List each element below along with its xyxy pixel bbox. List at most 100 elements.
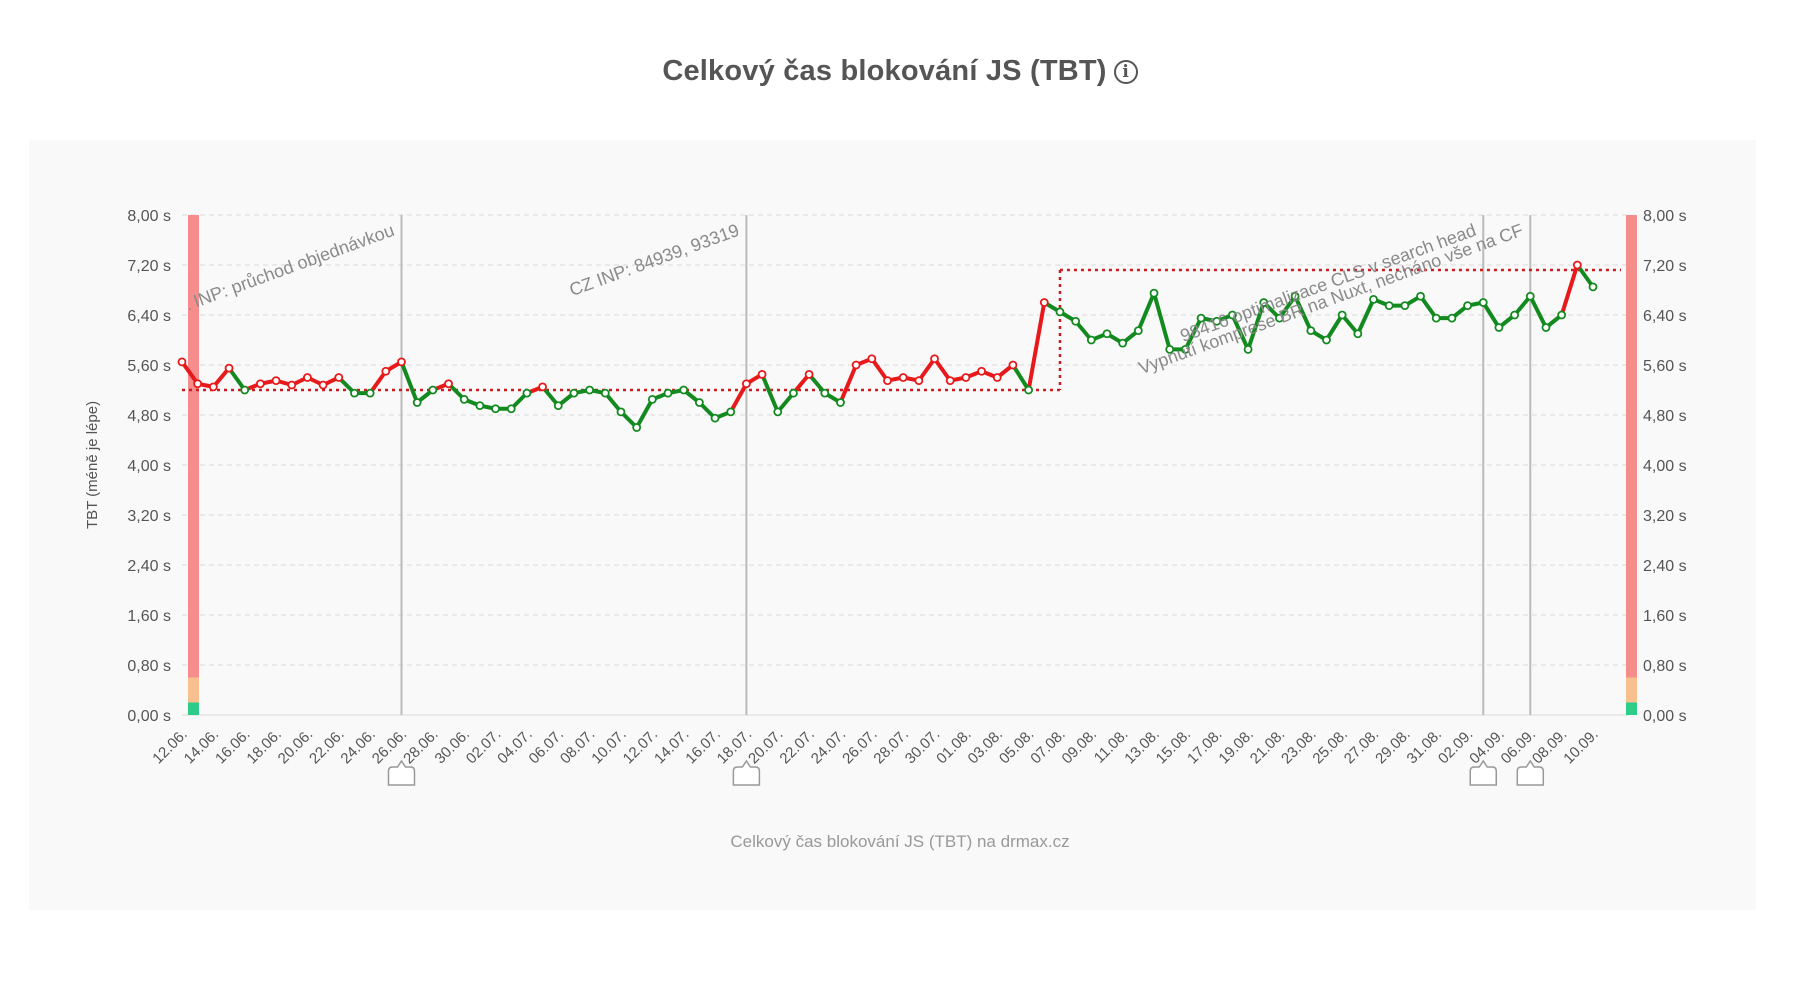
x-tick-label: 20.07. — [745, 726, 787, 768]
series-line-segment — [760, 372, 780, 414]
data-point — [616, 407, 626, 417]
tbt-line-chart: 0,00 s 0,00 s 0,80 s 0,80 s 1,60 s 1,60 s 2,40… — [84, 208, 1687, 786]
series-line-segment — [368, 369, 388, 396]
series-line-segment — [1010, 363, 1031, 392]
data-point — [1055, 307, 1065, 317]
x-tick-label: 10.07. — [588, 726, 630, 768]
data-point — [1118, 338, 1128, 348]
data-point — [883, 376, 892, 386]
data-point — [632, 423, 642, 432]
data-point — [1196, 313, 1206, 323]
y-tick-label-right: 8,00 s — [1643, 208, 1687, 225]
series-line-segment — [1026, 300, 1047, 392]
series-line-segment — [1246, 300, 1266, 352]
data-point — [177, 357, 187, 367]
data-point — [224, 363, 234, 373]
data-point — [1447, 313, 1457, 323]
data-point — [271, 376, 281, 386]
x-tick-label: 31.08. — [1404, 726, 1446, 768]
data-point — [381, 366, 391, 376]
series-line-segment — [932, 356, 953, 383]
page-title: Celkový čas blokování JS (TBT) i — [0, 55, 1800, 88]
x-tick-label: 08.07. — [557, 726, 599, 768]
data-point — [208, 382, 218, 392]
x-tick-label: 22.06. — [306, 726, 348, 768]
data-point — [804, 369, 814, 379]
series-line-segment — [180, 359, 200, 386]
annotation-flag-icon — [1516, 759, 1545, 786]
x-tick-label: 17.08. — [1184, 726, 1226, 768]
x-tick-label: 27.08. — [1341, 726, 1383, 768]
annotation-flag-icon — [732, 759, 761, 786]
x-tick-label: 20.06. — [275, 726, 317, 768]
series-line-segment — [1481, 300, 1501, 330]
data-point — [1510, 310, 1520, 320]
x-tick-label: 30.06. — [432, 726, 474, 768]
series-line-segment — [838, 363, 859, 405]
x-tick-label: 24.07. — [808, 726, 850, 768]
series-line-segment — [1293, 294, 1313, 333]
series-line-segment — [399, 359, 420, 405]
data-point — [742, 379, 751, 389]
x-tick-label: 26.07. — [839, 726, 881, 768]
x-tick-label: 30.07. — [902, 726, 944, 768]
series-line-segment — [1528, 294, 1548, 330]
threshold-band-right — [1626, 215, 1637, 678]
data-point — [898, 373, 908, 382]
data-point — [1071, 316, 1081, 326]
series-line-segment — [1183, 316, 1204, 352]
data-point — [1322, 335, 1331, 345]
data-point — [538, 382, 547, 392]
x-tick-label: 06.09. — [1498, 726, 1540, 768]
data-point — [1557, 310, 1567, 320]
x-tick-label: 13.08. — [1121, 726, 1163, 768]
x-tick-label: 18.07. — [714, 726, 756, 768]
data-point — [930, 354, 939, 364]
data-point — [867, 354, 877, 364]
y-tick-label-left: 2,40 s — [127, 558, 171, 575]
data-point — [1353, 329, 1363, 339]
series-line-segment — [1355, 297, 1376, 336]
chart-panel: 0,00 s 0,00 s 0,80 s 0,80 s 1,60 s 1,60 s 2,40… — [29, 140, 1756, 910]
data-point — [491, 404, 500, 414]
x-tick-label: 25.08. — [1309, 726, 1351, 768]
x-tick-label: 26.06. — [369, 726, 411, 768]
threshold-band-right — [1626, 677, 1637, 703]
y-tick-label-right: 0,80 s — [1643, 658, 1687, 675]
data-point — [303, 373, 312, 382]
data-point — [600, 388, 610, 398]
info-icon[interactable]: i — [1113, 60, 1138, 84]
x-tick-label: 19.08. — [1215, 726, 1257, 768]
data-point — [1133, 326, 1143, 336]
data-point — [820, 388, 830, 398]
data-point — [365, 388, 375, 398]
y-tick-label-right: 0,00 s — [1643, 708, 1687, 725]
x-tick-label: 04.09. — [1466, 726, 1508, 768]
x-tick-label: 05.08. — [996, 726, 1038, 768]
y-tick-label-left: 5,60 s — [127, 358, 171, 375]
data-point — [1400, 301, 1410, 311]
x-tick-label: 16.07. — [682, 726, 724, 768]
y-tick-label-left: 6,40 s — [127, 308, 171, 325]
data-point — [945, 376, 955, 386]
threshold-band-left — [188, 702, 199, 715]
threshold-band-left — [188, 677, 199, 703]
x-tick-label: 03.08. — [965, 726, 1007, 768]
x-tick-label: 22.07. — [776, 726, 818, 768]
data-point — [318, 380, 328, 390]
data-point — [1463, 301, 1472, 311]
data-point — [851, 360, 861, 370]
x-tick-label: 02.07. — [463, 726, 505, 768]
data-point — [1039, 298, 1049, 307]
data-point — [710, 413, 720, 423]
data-point — [1024, 385, 1033, 395]
data-point — [1525, 291, 1535, 301]
series-line-segment — [1277, 294, 1298, 321]
data-point — [475, 401, 485, 411]
data-point — [1228, 310, 1237, 320]
data-point — [240, 385, 250, 395]
data-point — [334, 373, 344, 382]
data-point — [1243, 344, 1253, 354]
chart-caption: Celkový čas blokování JS (TBT) na drmax.… — [730, 832, 1070, 851]
x-tick-label: 01.08. — [933, 726, 975, 768]
